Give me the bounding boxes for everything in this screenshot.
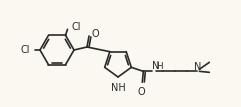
Text: H: H bbox=[156, 62, 163, 71]
Text: O: O bbox=[92, 29, 100, 39]
Text: O: O bbox=[138, 87, 145, 97]
Text: N: N bbox=[152, 61, 159, 71]
Text: Cl: Cl bbox=[72, 22, 81, 32]
Text: Cl: Cl bbox=[20, 45, 30, 55]
Text: NH: NH bbox=[111, 83, 125, 93]
Text: N: N bbox=[194, 62, 201, 72]
